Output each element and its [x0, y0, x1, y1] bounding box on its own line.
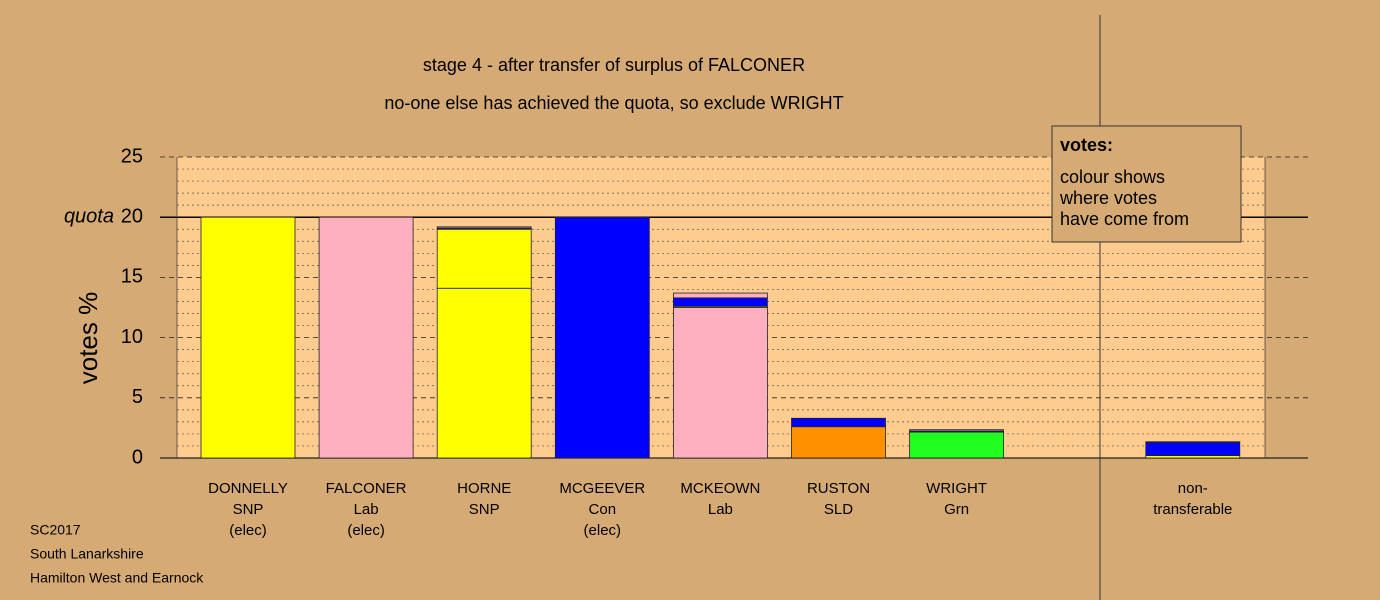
legend-text: where votes: [1059, 188, 1157, 208]
x-tick-label: MCKEOWN: [680, 480, 760, 497]
bar-segment: [436, 226, 532, 229]
x-tick-label: RUSTON: [807, 480, 870, 497]
y-tick-label: 20: [121, 205, 143, 227]
bar-segment: [673, 307, 768, 459]
y-tick-label: 15: [121, 266, 143, 288]
bar-segment: [318, 216, 414, 459]
bar-segment: [673, 292, 768, 299]
x-tick-label: FALCONER: [326, 480, 407, 497]
bars: [200, 216, 1241, 459]
footnote: SC2017: [30, 522, 81, 538]
x-tick-label: transferable: [1153, 501, 1232, 518]
x-tick-label: SNP: [233, 501, 264, 518]
x-tick-label: (elec): [229, 522, 267, 539]
bar-segment: [1145, 441, 1241, 443]
legend-title: votes:: [1060, 135, 1113, 155]
x-tick-label: Grn: [944, 501, 969, 518]
y-tick-label: 10: [121, 326, 143, 348]
x-tick-label: SNP: [469, 501, 500, 518]
x-tick-label: DONNELLY: [208, 480, 288, 497]
y-tick-label: 0: [132, 446, 143, 468]
bar-segment: [791, 417, 886, 428]
bar-segment: [436, 287, 532, 459]
y-tick-label: 5: [132, 386, 143, 408]
bar-segment: [673, 297, 768, 307]
x-tick-label: (elec): [347, 522, 385, 539]
quota-label: quota: [64, 205, 114, 227]
legend-box: [1051, 125, 1242, 243]
bar-segment: [909, 429, 1004, 432]
x-tick-label: Lab: [354, 501, 379, 518]
chart-title: stage 4 - after transfer of surplus of F…: [423, 55, 805, 75]
footnote: South Lanarkshire: [30, 546, 144, 562]
bar-segment: [554, 216, 650, 459]
x-tick-label: (elec): [584, 522, 622, 539]
y-tick-label: 25: [121, 145, 143, 167]
x-tick-label: WRIGHT: [926, 480, 987, 497]
bar-segment: [436, 228, 532, 289]
y-axis-label: votes %: [73, 292, 103, 385]
bar-segment: [791, 426, 886, 459]
x-tick-label: non-: [1178, 480, 1208, 497]
legend: votes: colour shows where votes have com…: [1051, 125, 1242, 243]
x-tick-label: SLD: [824, 501, 853, 518]
x-tick-label: HORNE: [457, 480, 511, 497]
chart-subtitle: no-one else has achieved the quota, so e…: [384, 93, 843, 113]
legend-text: have come from: [1060, 209, 1189, 229]
bar-segment: [200, 216, 296, 459]
x-tick-label: Con: [589, 501, 617, 518]
bar-segment: [1145, 441, 1241, 456]
x-tick-label: Lab: [708, 501, 733, 518]
bar-segment: [909, 431, 1004, 459]
footnote: Hamilton West and Earnock: [30, 570, 204, 586]
x-tick-label: MCGEEVER: [559, 480, 645, 497]
legend-text: colour shows: [1060, 167, 1165, 187]
